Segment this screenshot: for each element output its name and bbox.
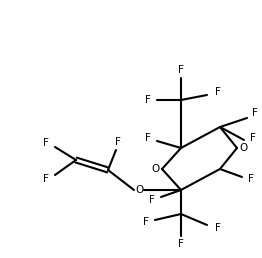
Text: F: F bbox=[43, 138, 49, 148]
Text: F: F bbox=[252, 108, 258, 118]
Text: F: F bbox=[145, 95, 151, 105]
Text: F: F bbox=[250, 133, 256, 143]
Text: F: F bbox=[215, 87, 221, 97]
Text: F: F bbox=[248, 174, 254, 184]
Text: O: O bbox=[151, 164, 159, 174]
Text: F: F bbox=[178, 65, 184, 75]
Text: O: O bbox=[240, 143, 248, 153]
Text: F: F bbox=[143, 217, 149, 227]
Text: F: F bbox=[149, 195, 155, 205]
Text: F: F bbox=[145, 133, 151, 143]
Text: F: F bbox=[178, 239, 184, 249]
Text: O: O bbox=[135, 185, 143, 195]
Text: F: F bbox=[215, 223, 221, 233]
Text: F: F bbox=[43, 174, 49, 184]
Text: F: F bbox=[115, 137, 121, 147]
